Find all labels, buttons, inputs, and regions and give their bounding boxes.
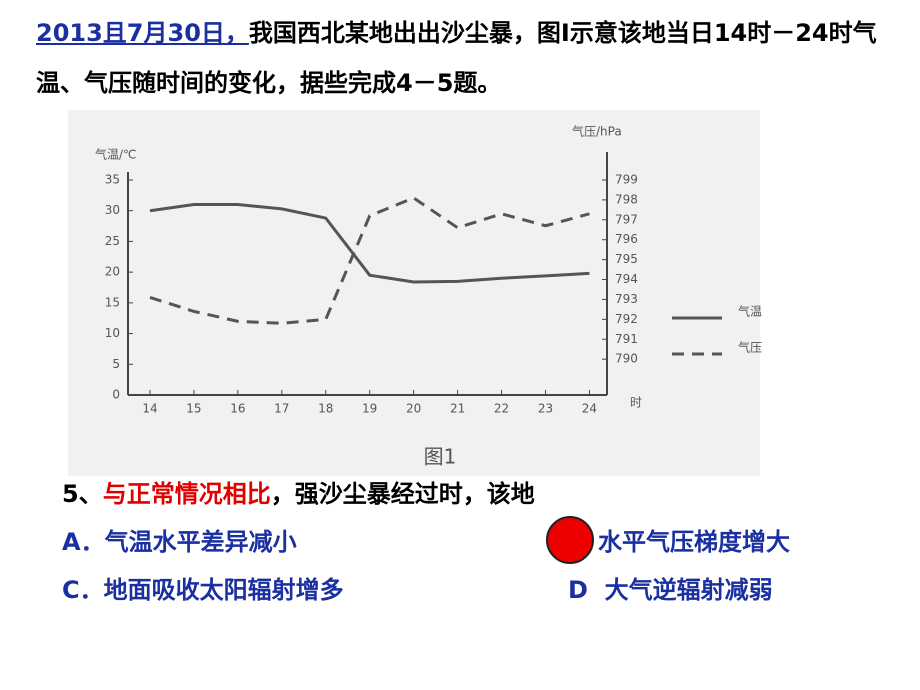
- answer-marker: [546, 516, 594, 564]
- y-tick-label: 25: [105, 234, 120, 248]
- y-tick-label: 30: [105, 203, 120, 217]
- y-tick-label: 10: [105, 326, 120, 340]
- header-text: 我国西北某地出出沙尘暴，图Ⅰ示意该地当日14时－24时气温、气压随时间的变化，据…: [36, 19, 877, 97]
- y-tick-label: 20: [105, 265, 120, 279]
- date: 2013且7月30日，: [36, 19, 249, 47]
- y-axis-label: 气温/℃: [95, 147, 137, 162]
- y2-tick-label: 799: [615, 172, 638, 186]
- series-line: [149, 196, 590, 325]
- x-tick-label: 15: [186, 402, 201, 416]
- y2-tick-label: 791: [615, 332, 638, 346]
- y2-tick-label: 792: [615, 312, 638, 326]
- question-stem: ，强沙尘暴经过时，该地: [270, 480, 535, 508]
- option[interactable]: C．地面吸收太阳辐射增多: [62, 576, 344, 604]
- y2-tick-label: 795: [615, 252, 638, 266]
- series-line: [149, 203, 590, 284]
- legend-label: 气温: [738, 304, 762, 319]
- question-highlight: 与正常情况相比: [102, 480, 271, 508]
- x-tick-label: 20: [406, 402, 421, 416]
- x-tick-label: 23: [538, 402, 553, 416]
- chart-background: [68, 110, 760, 476]
- option[interactable]: A．气温水平差异减小: [62, 528, 297, 556]
- y-tick-label: 35: [105, 172, 120, 186]
- y2-tick-label: 796: [615, 232, 638, 246]
- y-tick-label: 0: [112, 388, 120, 402]
- y2-tick-label: 790: [615, 352, 638, 366]
- x-tick-label: 14: [142, 402, 157, 416]
- y2-axis-label: 气压/hPa: [572, 124, 622, 139]
- x-tick-label: 18: [318, 402, 333, 416]
- x-tick-label: 19: [362, 402, 377, 416]
- x-tick-label: 24: [582, 402, 597, 416]
- question-number: 5、: [62, 480, 103, 508]
- option[interactable]: D 大气逆辐射减弱: [568, 576, 773, 604]
- x-tick-label: 22: [494, 402, 509, 416]
- chart-title: 图1: [424, 445, 457, 469]
- y2-tick-label: 797: [615, 212, 638, 226]
- y2-tick-label: 794: [615, 272, 638, 286]
- x-tick-label: 17: [274, 402, 289, 416]
- y-tick-label: 5: [112, 357, 120, 371]
- y2-tick-label: 793: [615, 292, 638, 306]
- y-tick-label: 15: [105, 295, 120, 309]
- option[interactable]: 水平气压梯度增大: [598, 528, 790, 556]
- header: 2013且7月30日，我国西北某地出出沙尘暴，图Ⅰ示意该地当日14时－24时气温…: [36, 8, 886, 108]
- legend-label: 气压: [738, 340, 762, 355]
- x-tick-label: 21: [450, 402, 465, 416]
- x-axis-label: 时: [630, 396, 642, 410]
- question: 5、与正常情况相比，强沙尘暴经过时，该地: [62, 474, 535, 509]
- x-tick-label: 16: [230, 402, 245, 416]
- y2-tick-label: 798: [615, 192, 638, 206]
